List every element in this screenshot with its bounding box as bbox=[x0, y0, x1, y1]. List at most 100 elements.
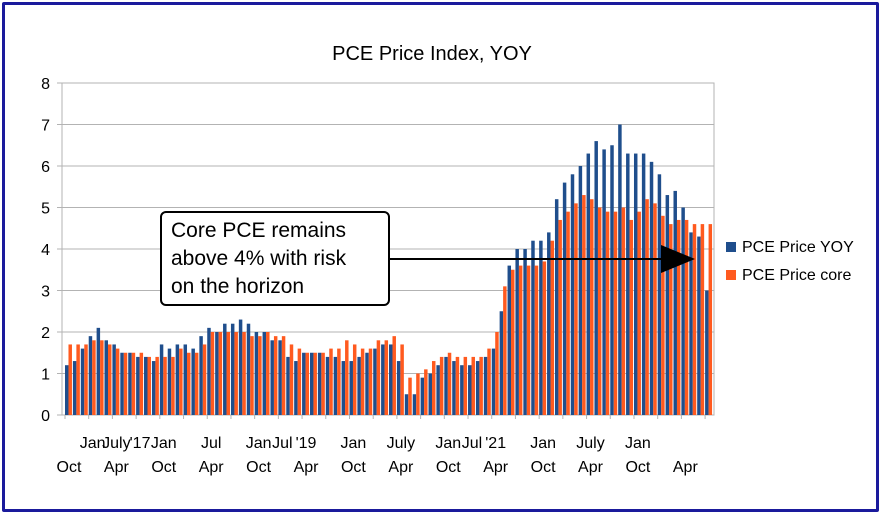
legend-label-yoy: PCE Price YOY bbox=[742, 239, 854, 256]
bar-core-45 bbox=[424, 369, 428, 415]
bar-yoy-4 bbox=[96, 327, 101, 415]
annotation-callout: Core PCE remains above 4% with risk on t… bbox=[160, 211, 695, 306]
bar-yoy-23 bbox=[246, 323, 251, 415]
bar-yoy-8 bbox=[128, 352, 132, 415]
bar-core-51 bbox=[471, 356, 475, 415]
bar-core-28 bbox=[289, 344, 294, 415]
bar-yoy-3 bbox=[88, 336, 93, 415]
bar-core-12 bbox=[163, 356, 167, 415]
bar-core-44 bbox=[416, 373, 420, 415]
bar-yoy-65 bbox=[578, 166, 583, 415]
bar-yoy-37 bbox=[357, 356, 361, 415]
bar-core-33 bbox=[329, 348, 333, 415]
bar-yoy-48 bbox=[444, 356, 448, 415]
bar-yoy-29 bbox=[294, 361, 298, 415]
bar-core-66 bbox=[590, 199, 594, 415]
bar-yoy-25 bbox=[262, 332, 267, 415]
x-tick-label: Apr bbox=[673, 459, 699, 476]
bar-core-34 bbox=[337, 348, 341, 415]
x-tick-label: '17 bbox=[130, 435, 151, 452]
bar-yoy-13 bbox=[167, 348, 172, 415]
bar-yoy-15 bbox=[183, 344, 188, 415]
bar-core-80 bbox=[700, 224, 705, 415]
bar-core-18 bbox=[210, 332, 215, 415]
bar-core-74 bbox=[653, 203, 657, 415]
bar-yoy-34 bbox=[333, 356, 338, 415]
bar-yoy-64 bbox=[570, 174, 575, 415]
bar-yoy-79 bbox=[689, 232, 693, 415]
bar-core-64 bbox=[574, 203, 578, 415]
bar-core-9 bbox=[139, 352, 144, 415]
x-tick-label: Apr bbox=[483, 459, 509, 476]
bar-yoy-11 bbox=[151, 361, 156, 415]
bar-core-55 bbox=[503, 286, 507, 415]
x-tick-label: July bbox=[576, 435, 604, 452]
bar-core-13 bbox=[171, 356, 175, 415]
bar-yoy-66 bbox=[586, 153, 591, 416]
bar-core-27 bbox=[281, 336, 286, 415]
bar-core-76 bbox=[669, 224, 673, 415]
y-tick-label-5: 5 bbox=[41, 201, 50, 218]
bar-core-48 bbox=[447, 352, 452, 415]
bar-core-11 bbox=[155, 356, 159, 415]
bar-yoy-24 bbox=[254, 332, 259, 415]
bar-yoy-46 bbox=[428, 373, 432, 415]
x-tick-label: Oct bbox=[57, 459, 82, 476]
y-tick-label-3: 3 bbox=[41, 284, 50, 301]
x-tick-label: '19 bbox=[296, 435, 317, 452]
bar-core-39 bbox=[376, 340, 381, 415]
bar-core-30 bbox=[305, 352, 310, 415]
bar-yoy-75 bbox=[657, 174, 662, 415]
bar-yoy-72 bbox=[633, 153, 638, 416]
bar-yoy-22 bbox=[238, 319, 243, 415]
bar-core-16 bbox=[194, 352, 199, 415]
bar-core-0 bbox=[68, 344, 72, 415]
bar-core-2 bbox=[84, 344, 88, 415]
legend-label-core: PCE Price core bbox=[742, 267, 851, 284]
bar-core-32 bbox=[321, 352, 325, 415]
bar-yoy-10 bbox=[144, 356, 148, 415]
x-tick-label: July bbox=[387, 435, 415, 452]
bar-core-62 bbox=[558, 219, 562, 415]
bar-yoy-69 bbox=[610, 145, 614, 415]
bar-core-4 bbox=[100, 340, 104, 415]
bar-yoy-9 bbox=[136, 356, 140, 415]
x-tick-label: Apr bbox=[388, 459, 414, 476]
bar-core-69 bbox=[613, 211, 618, 415]
y-tick-label-7: 7 bbox=[41, 118, 50, 135]
bar-yoy-28 bbox=[286, 356, 290, 415]
bar-yoy-81 bbox=[705, 290, 709, 415]
bar-yoy-44 bbox=[412, 394, 417, 415]
bar-core-57 bbox=[518, 265, 523, 415]
bar-yoy-35 bbox=[341, 361, 346, 415]
x-tick-label: Apr bbox=[104, 459, 130, 476]
x-tick-label: Oct bbox=[531, 459, 556, 476]
bar-yoy-49 bbox=[452, 361, 456, 415]
annotation-line-2: above 4% with risk bbox=[171, 247, 347, 270]
bar-core-1 bbox=[76, 344, 80, 415]
bar-yoy-71 bbox=[626, 153, 630, 416]
bar-yoy-18 bbox=[207, 327, 211, 415]
bar-core-15 bbox=[187, 352, 191, 415]
x-tick-label: Oct bbox=[341, 459, 366, 476]
bar-yoy-54 bbox=[491, 348, 496, 415]
bar-core-20 bbox=[226, 332, 231, 415]
bar-yoy-36 bbox=[349, 361, 353, 415]
y-axis-ticks: 0 1 2 3 4 5 6 7 8 bbox=[41, 76, 50, 425]
y-tick-label-4: 4 bbox=[41, 242, 50, 259]
x-tick-label: Jul bbox=[272, 435, 292, 452]
bar-yoy-27 bbox=[278, 340, 282, 415]
bar-core-73 bbox=[645, 199, 649, 415]
x-tick-label: Apr bbox=[199, 459, 225, 476]
bar-core-40 bbox=[384, 340, 389, 415]
bar-core-46 bbox=[431, 361, 436, 415]
bar-core-67 bbox=[597, 207, 602, 415]
bar-core-63 bbox=[566, 211, 570, 415]
bar-core-41 bbox=[392, 336, 396, 415]
bar-core-68 bbox=[605, 211, 610, 415]
x-tick-label: Jul bbox=[201, 435, 221, 452]
bars bbox=[65, 124, 713, 416]
bar-core-29 bbox=[297, 348, 302, 415]
